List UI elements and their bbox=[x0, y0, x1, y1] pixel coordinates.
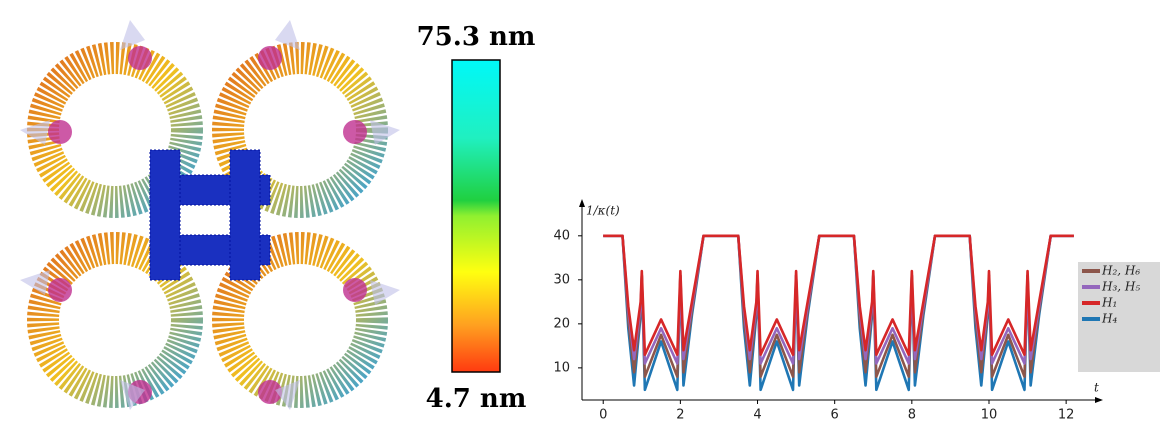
x-tick-label: 4 bbox=[753, 408, 761, 421]
x-tick-label: 10 bbox=[981, 408, 998, 421]
legend-label: H₂, H₆ bbox=[1101, 264, 1140, 278]
y-axis-arrow bbox=[579, 199, 585, 207]
structure-image bbox=[20, 20, 400, 410]
y-tick-label: 10 bbox=[553, 360, 570, 375]
x-tick-label: 8 bbox=[908, 408, 916, 421]
y-tick-label: 40 bbox=[553, 228, 570, 243]
colorbar-min-label: 4.7 nm bbox=[426, 384, 527, 414]
x-tick-label: 6 bbox=[831, 408, 839, 421]
series-line bbox=[603, 234, 1074, 356]
y-tick-label: 20 bbox=[553, 316, 570, 331]
line-chart: 1/κ(t) t 10 20 30 40 0 2 4 6 8 10 12 H₂, H₆ H₃, H₅ H₁… bbox=[553, 199, 1160, 421]
legend-label: H₃, H₅ bbox=[1101, 280, 1140, 294]
y-tick-label: 30 bbox=[553, 272, 570, 287]
colorbar-max-label: 75.3 nm bbox=[417, 22, 536, 52]
x-tick-label: 2 bbox=[676, 408, 684, 421]
x-axis-label: t bbox=[1094, 381, 1099, 395]
x-tick-label: 0 bbox=[599, 408, 607, 421]
x-tick-label: 12 bbox=[1058, 408, 1075, 421]
legend-label: H₁ bbox=[1101, 296, 1117, 310]
legend-label: H₄ bbox=[1101, 312, 1117, 326]
colorbar-gradient bbox=[451, 59, 501, 373]
colorbar: 75.3 nm 4.7 nm bbox=[417, 22, 536, 414]
x-axis-arrow bbox=[1095, 397, 1103, 403]
y-axis-label: 1/κ(t) bbox=[586, 204, 620, 218]
